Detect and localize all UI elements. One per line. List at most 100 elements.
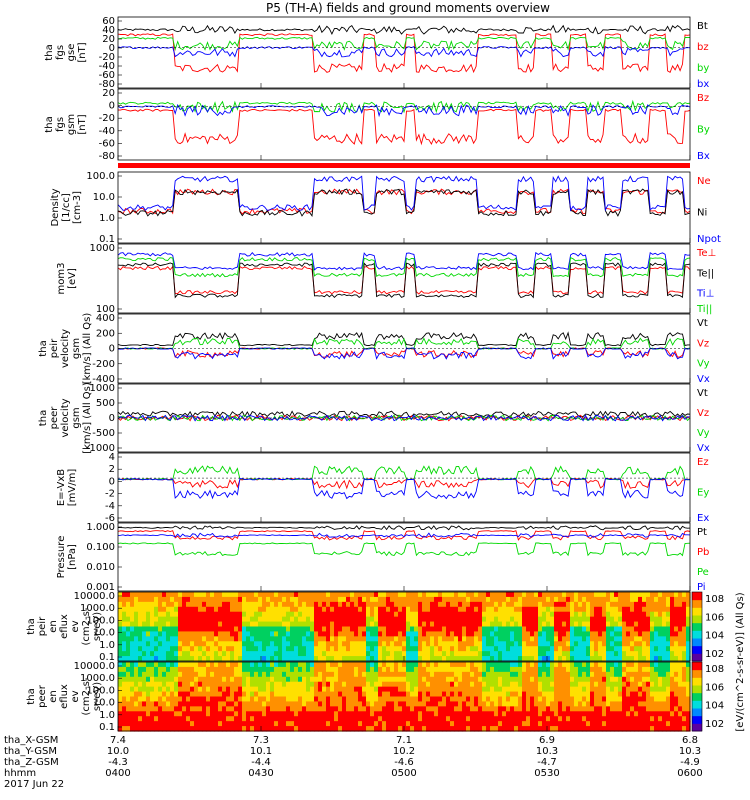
- spectrogram-cell: [262, 676, 267, 683]
- spectrogram-cell: [142, 596, 147, 603]
- spectrogram-cell: [618, 711, 623, 717]
- panel-3: Density [1/cc] [cm-3]NeNiNpot100.010.01.00…: [50, 171, 721, 245]
- spectrogram-cell: [642, 671, 647, 678]
- spectrogram-cell: [326, 681, 331, 688]
- spectrogram-cell: [666, 592, 671, 598]
- spectrogram-cell: [198, 636, 203, 642]
- spectrogram-cell: [666, 626, 671, 633]
- spectrogram-cell: [546, 606, 551, 613]
- spectrogram-cell: [586, 662, 591, 668]
- spectrogram-cell: [638, 606, 643, 613]
- spectrogram-cell: [606, 686, 611, 693]
- spectrogram-cell: [518, 601, 523, 608]
- spectrogram-cell: [658, 631, 663, 637]
- spectrogram-cell: [210, 711, 215, 717]
- spectrogram-cell: [506, 592, 511, 598]
- spectrogram-cell: [246, 592, 251, 598]
- spectrogram-cell: [602, 646, 607, 652]
- spectrogram-cell: [118, 651, 123, 657]
- spectrogram-cell: [270, 616, 275, 623]
- spectrogram-cell: [454, 641, 459, 647]
- spectrogram-cell: [342, 706, 347, 712]
- spectrogram-cell: [226, 651, 231, 657]
- spectrogram-cell: [134, 721, 139, 727]
- spectrogram-cell: [518, 706, 523, 712]
- spectrogram-cell: [138, 606, 143, 613]
- spectrogram-cell: [398, 611, 403, 618]
- spectrogram-cell: [154, 651, 159, 657]
- spectrogram-cell: [206, 606, 211, 613]
- spectrogram-cell: [374, 592, 379, 598]
- spectrogram-cell: [390, 616, 395, 623]
- spectrogram-cell: [366, 686, 371, 693]
- spectrogram-cell: [378, 706, 383, 712]
- y-axis-label: (cm2-s-: [81, 677, 92, 715]
- y-tick-label: -20: [99, 113, 115, 124]
- spectrogram-cell: [246, 706, 251, 712]
- spectrogram-cell: [642, 592, 647, 598]
- spectrogram-cell: [230, 646, 235, 652]
- spectrogram-cell: [682, 611, 687, 618]
- spectrogram-cell: [322, 592, 327, 598]
- spectrogram-cell: [678, 662, 683, 668]
- spectrogram-cell: [462, 606, 467, 613]
- spectrogram-cell: [442, 666, 447, 673]
- spectrogram-cell: [478, 656, 483, 662]
- spectrogram-cell: [350, 631, 355, 637]
- spectrogram-cell: [638, 726, 643, 732]
- spectrogram-cell: [250, 651, 255, 657]
- spectrogram-cell: [290, 696, 295, 703]
- y-tick-label: 0.1: [99, 234, 115, 245]
- spectrogram-cell: [354, 626, 359, 633]
- spectrogram-cell: [202, 666, 207, 673]
- spectrogram-cell: [178, 716, 183, 722]
- spectrogram-cell: [330, 701, 335, 707]
- spectrogram-cell: [506, 656, 511, 662]
- spectrogram-cell: [482, 681, 487, 688]
- spectrogram-cell: [506, 646, 511, 652]
- spectrogram-cell: [390, 592, 395, 598]
- spectrogram-cell: [194, 716, 199, 722]
- spectrogram-cell: [362, 616, 367, 623]
- spectrogram-cell: [430, 662, 435, 668]
- spectrogram-cell: [618, 706, 623, 712]
- spectrogram-cell: [246, 601, 251, 608]
- spectrogram-cell: [502, 621, 507, 628]
- spectrogram-cell: [294, 662, 299, 668]
- spectrogram-cell: [594, 596, 599, 603]
- spectrogram-cell: [514, 696, 519, 703]
- spectrogram-cell: [182, 631, 187, 637]
- spectrogram-cell: [686, 631, 691, 637]
- spectrogram-cell: [126, 656, 131, 662]
- colorbar-segment: [692, 653, 702, 662]
- spectrogram-cell: [518, 651, 523, 657]
- spectrogram-cell: [542, 656, 547, 662]
- spectrogram-cell: [638, 621, 643, 628]
- spectrogram-cell: [426, 631, 431, 637]
- spectrogram-cell: [558, 641, 563, 647]
- spectrogram-cell: [610, 606, 615, 613]
- spectrogram-cell: [338, 611, 343, 618]
- spectrogram-cell: [538, 606, 543, 613]
- spectrogram-cell: [158, 596, 163, 603]
- spectrogram-cell: [190, 596, 195, 603]
- spectrogram-cell: [522, 681, 527, 688]
- spectrogram-cell: [386, 671, 391, 678]
- spectrogram-cell: [246, 636, 251, 642]
- spectrogram-cell: [214, 716, 219, 722]
- spectrogram-cell: [570, 592, 575, 598]
- spectrogram-cell: [554, 676, 559, 683]
- spectrogram-cell: [230, 696, 235, 703]
- spectrogram-cell: [662, 706, 667, 712]
- spectrogram-cell: [686, 636, 691, 642]
- spectrogram-cell: [346, 621, 351, 628]
- spectrogram-cell: [306, 686, 311, 693]
- spectrogram-cell: [434, 646, 439, 652]
- spectrogram-cell: [634, 721, 639, 727]
- spectrogram-cell: [294, 721, 299, 727]
- spectrogram-cell: [238, 626, 243, 633]
- spectrogram-cell: [458, 716, 463, 722]
- spectrogram-cell: [646, 696, 651, 703]
- spectrogram-cell: [418, 631, 423, 637]
- spectrogram-cell: [174, 596, 179, 603]
